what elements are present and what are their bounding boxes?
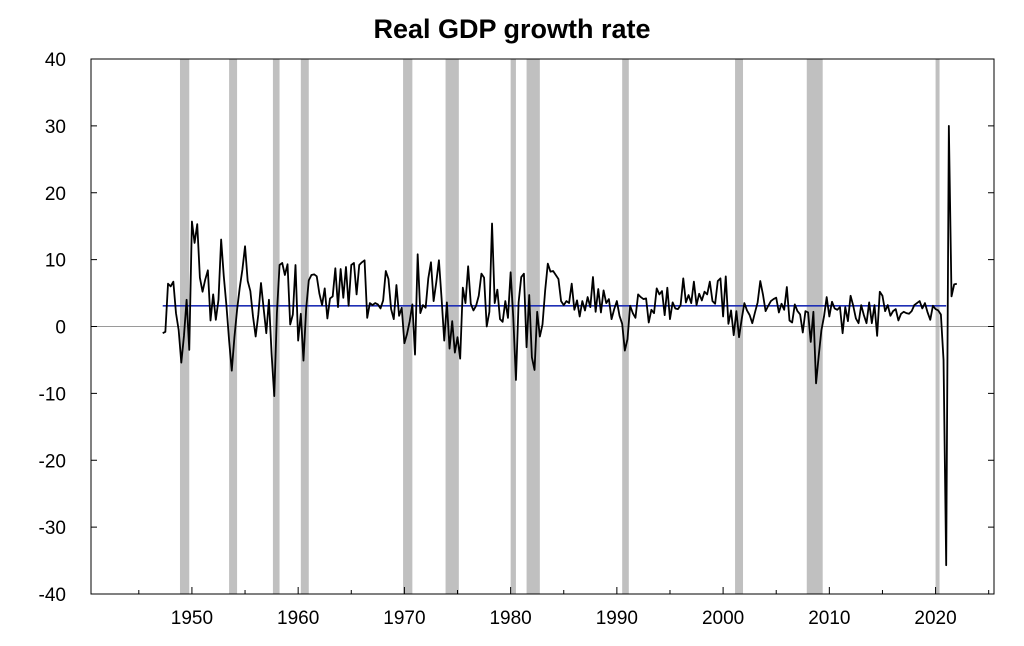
y-tick-label: -30	[39, 518, 66, 539]
chart-title: Real GDP growth rate	[373, 14, 651, 44]
x-tick-label: 2020	[914, 608, 956, 629]
x-tick-label: 1960	[277, 608, 319, 629]
x-tick-label: 2010	[808, 608, 850, 629]
y-tick-label: 30	[45, 117, 66, 138]
x-tick-label: 1950	[171, 608, 213, 629]
growth-series	[162, 124, 958, 567]
x-tick-label: 1980	[489, 608, 531, 629]
y-tick-label: -10	[39, 384, 66, 405]
growth-rate-line	[162, 124, 958, 567]
y-tick-label: 0	[55, 318, 66, 339]
y-axis-ticks: 40 30 20 10 0 -10 -20 -30 -40	[39, 50, 994, 606]
y-tick-label: -20	[39, 451, 66, 472]
x-tick-label: 2000	[702, 608, 744, 629]
y-tick-label: 40	[45, 50, 66, 71]
x-tick-label: 1970	[383, 608, 425, 629]
y-tick-label: -40	[39, 585, 66, 606]
y-tick-label: 20	[45, 184, 66, 205]
y-tick-label: 10	[45, 251, 66, 272]
x-tick-label: 1990	[596, 608, 638, 629]
x-axis-ticks: 1950 1960 1970 1980 1990 2000 2010 2020	[138, 587, 990, 629]
